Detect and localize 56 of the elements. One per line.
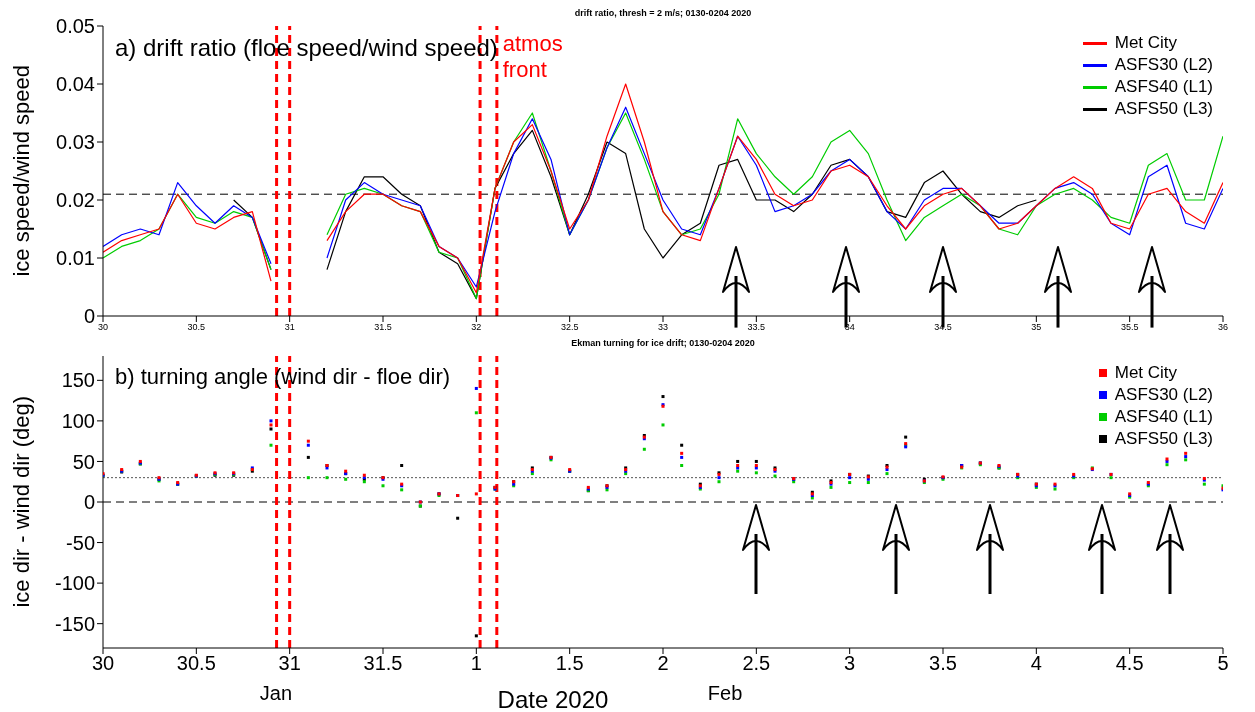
y-tick-label: 0 (83, 305, 95, 328)
x-tick-label: 1 (470, 652, 482, 675)
x-tick-label: 32.5 (560, 322, 579, 333)
annotation: a) drift ratio (floe speed/wind speed) (115, 34, 498, 62)
annotation: atmos front (502, 31, 564, 84)
x-tick-label: 30 (91, 652, 115, 675)
x-tick-label: 30.5 (176, 652, 216, 675)
legend-label: ASFS30 (L2) (1114, 54, 1213, 76)
annotation: b) turning angle (wind dir - floe dir) (115, 364, 451, 390)
text: Feb (707, 682, 743, 705)
chart-title: Ekman turning for ice drift; 0130-0204 2020 (570, 338, 756, 348)
legend-label: ASFS40 (L1) (1114, 76, 1213, 98)
legend-label: ASFS40 (L1) (1114, 406, 1213, 428)
y-tick-label: 150 (61, 369, 95, 392)
y-tick-label: 0.04 (56, 73, 95, 96)
x-tick-label: 3.5 (929, 652, 957, 675)
chart-title: drift ratio, thresh = 2 m/s; 0130-0204 2020 (573, 8, 753, 18)
y-axis-title: ice speed/wind speed (9, 65, 35, 277)
x-tick-label: 2 (657, 652, 669, 675)
y-tick-label: 50 (72, 450, 95, 473)
y-tick-label: -150 (54, 612, 95, 635)
x-tick-label: 4.5 (1115, 652, 1144, 675)
y-tick-label: 0.01 (56, 247, 95, 270)
x-tick-label: 30.5 (187, 322, 206, 333)
x-tick-label: 34 (844, 322, 855, 333)
x-tick-label: 1.5 (555, 652, 584, 675)
y-tick-label: 100 (61, 409, 95, 432)
y-tick-label: 0 (83, 491, 95, 514)
x-tick-label: 4 (1030, 652, 1042, 675)
legend-label: ASFS50 (L3) (1114, 98, 1213, 120)
x-tick-label: 30 (97, 322, 109, 333)
x-tick-label: 36 (1217, 322, 1229, 333)
text: Jan (259, 682, 293, 705)
x-tick-label: 3 (844, 652, 856, 675)
x-tick-label: 31.5 (374, 322, 392, 333)
y-tick-label: -50 (66, 531, 95, 554)
legend-label: ASFS50 (L3) (1114, 428, 1213, 450)
y-tick-label: 0.03 (56, 131, 95, 154)
y-tick-label: 0.05 (56, 15, 95, 38)
legend-label: Met City (1114, 362, 1178, 384)
x-tick-label: 5 (1217, 652, 1229, 675)
y-tick-label: 0.02 (56, 189, 95, 212)
x-tick-label: 35 (1031, 322, 1042, 333)
x-tick-label: 31.5 (363, 652, 403, 675)
legend-label: ASFS30 (L2) (1114, 384, 1213, 406)
y-axis-title: ice dir - wind dir (deg) (9, 396, 35, 608)
y-tick-label: -100 (54, 572, 95, 595)
x-tick-label: 32 (471, 322, 482, 333)
x-tick-label: 35.5 (1120, 322, 1139, 333)
x-axis-title: Date 2020 (497, 686, 609, 712)
x-tick-label: 31 (278, 652, 301, 675)
x-tick-label: 33 (657, 322, 669, 333)
x-tick-label: 31 (284, 322, 295, 333)
legend-label: Met City (1114, 32, 1178, 54)
x-tick-label: 33.5 (747, 322, 766, 333)
x-tick-label: 2.5 (742, 652, 771, 675)
